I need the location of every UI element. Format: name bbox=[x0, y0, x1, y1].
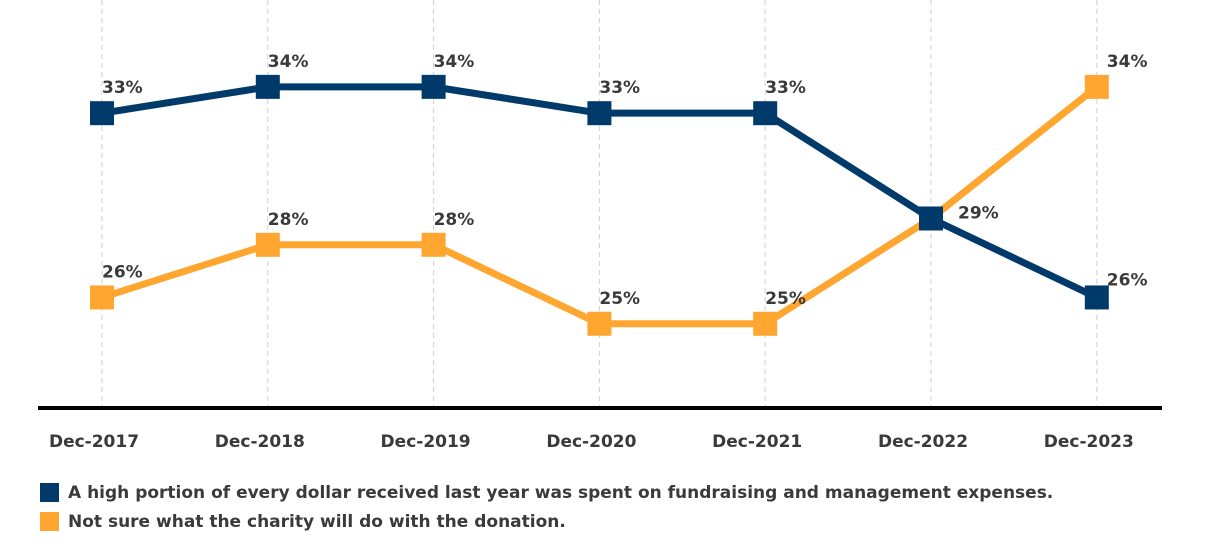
x-tick-label: Dec-2023 bbox=[1044, 432, 1134, 452]
data-label: 29% bbox=[958, 203, 999, 223]
data-marker bbox=[90, 101, 114, 126]
data-label: 26% bbox=[1107, 270, 1148, 290]
legend-label: A high portion of every dollar received … bbox=[68, 482, 1054, 503]
data-label: 33% bbox=[599, 78, 640, 98]
x-tick-label: Dec-2018 bbox=[215, 432, 305, 452]
data-label: 33% bbox=[765, 78, 806, 98]
data-label: 34% bbox=[1107, 52, 1148, 72]
data-label: 25% bbox=[765, 289, 806, 309]
data-marker bbox=[421, 232, 446, 257]
data-marker bbox=[1084, 285, 1109, 310]
data-marker bbox=[255, 74, 280, 99]
data-marker bbox=[753, 311, 778, 336]
data-marker bbox=[587, 101, 612, 126]
data-marker bbox=[421, 74, 446, 99]
x-tick-label: Dec-2022 bbox=[878, 432, 968, 452]
legend-label: Not sure what the charity will do with t… bbox=[68, 511, 566, 532]
x-tick-label: Dec-2019 bbox=[381, 432, 471, 452]
x-tick-label: Dec-2021 bbox=[712, 432, 802, 452]
data-marker bbox=[90, 285, 114, 310]
data-marker bbox=[255, 232, 280, 257]
x-tick-label: Dec-2017 bbox=[49, 432, 139, 452]
data-marker bbox=[919, 206, 943, 231]
legend: A high portion of every dollar received … bbox=[40, 478, 1053, 536]
legend-swatch-orange bbox=[40, 512, 59, 531]
legend-item-not-sure: Not sure what the charity will do with t… bbox=[40, 507, 1053, 536]
data-label: 25% bbox=[599, 289, 640, 309]
legend-swatch-navy bbox=[40, 483, 59, 502]
line-chart: Dec-2017 Dec-2018 Dec-2019 Dec-2020 Dec-2021… bbox=[38, 0, 1162, 452]
data-label: 33% bbox=[102, 78, 143, 98]
data-label: 34% bbox=[268, 52, 309, 72]
data-label: 26% bbox=[102, 262, 143, 282]
data-label: 34% bbox=[434, 52, 475, 72]
data-marker bbox=[587, 311, 612, 336]
data-marker bbox=[1084, 74, 1109, 99]
data-marker bbox=[753, 101, 778, 126]
data-label: 28% bbox=[434, 210, 475, 230]
x-tick-label: Dec-2020 bbox=[546, 432, 636, 452]
data-label: 28% bbox=[268, 210, 309, 230]
legend-item-fundraising: A high portion of every dollar received … bbox=[40, 478, 1053, 507]
